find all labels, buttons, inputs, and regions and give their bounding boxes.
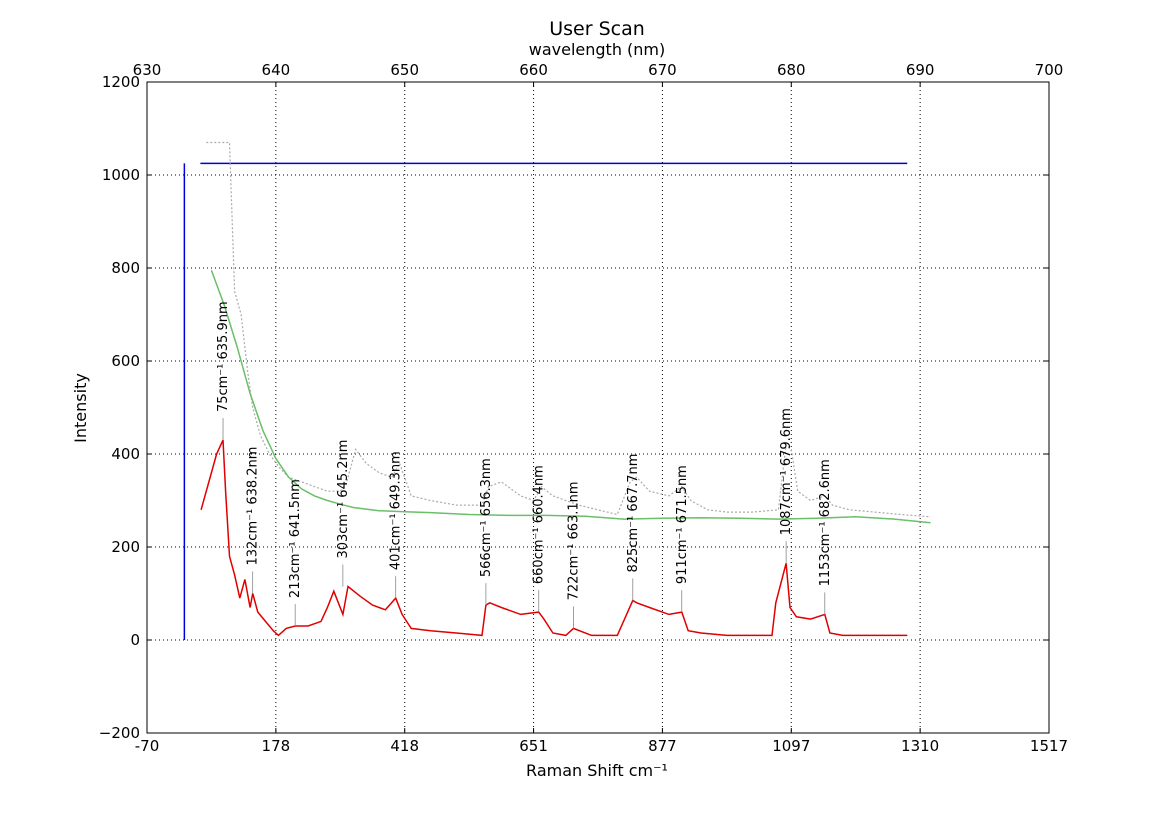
peak-label: 1153cm⁻¹ 682.6nm <box>818 459 833 586</box>
x-tick-label: 651 <box>519 737 548 755</box>
y-tick-label: 0 <box>130 631 140 649</box>
top-tick-label: 640 <box>262 61 291 79</box>
y-tick-label: 1200 <box>102 73 140 91</box>
plot-frame <box>146 81 1050 734</box>
top-tick-label: 670 <box>648 61 677 79</box>
peak-label: 1087cm⁻¹ 679.6nm <box>779 408 794 535</box>
chart-title: User Scan <box>549 18 645 40</box>
peak-label: 75cm⁻¹ 635.9nm <box>216 301 231 412</box>
baseline-series-line <box>210 270 931 524</box>
grid-lines <box>147 82 1049 733</box>
peak-label: 722cm⁻¹ 663.1nm <box>567 481 582 600</box>
scan-range-bracket <box>183 162 908 640</box>
y-tick-label: −200 <box>99 724 140 742</box>
x-tick-label: 178 <box>262 737 291 755</box>
x-tick-label: 1517 <box>1030 737 1068 755</box>
peak-label: 132cm⁻¹ 638.2nm <box>246 447 261 566</box>
peak-annotations: 75cm⁻¹ 635.9nm 132cm⁻¹ 638.2nm 213cm⁻¹ 641… <box>216 301 833 629</box>
top-tick-label: 700 <box>1035 61 1064 79</box>
y-tick-label: 200 <box>111 538 140 556</box>
y-tick-label: 400 <box>111 445 140 463</box>
peak-label: 825cm⁻¹ 667.7nm <box>626 454 641 573</box>
x-tick-label: -70 <box>135 737 160 755</box>
top-tick-label: 690 <box>906 61 935 79</box>
top-axis-title: wavelength (nm) <box>529 40 666 59</box>
y-axis-title: Intensity <box>71 373 90 443</box>
peak-label: 566cm⁻¹ 656.3nm <box>479 458 494 577</box>
peak-label: 660cm⁻¹ 660.4nm <box>532 465 547 584</box>
x-tick-label: 418 <box>390 737 419 755</box>
raw-series-line <box>206 141 931 518</box>
series-group <box>200 141 931 637</box>
x-tick-label: 1310 <box>901 737 939 755</box>
x-tick-label: 1097 <box>772 737 810 755</box>
processed-series-line <box>200 439 908 637</box>
y-tick-label: 600 <box>111 352 140 370</box>
top-tick-label: 630 <box>133 61 162 79</box>
x-axis-title: Raman Shift cm⁻¹ <box>526 761 668 780</box>
top-tick-label: 660 <box>519 61 548 79</box>
peak-label: 213cm⁻¹ 641.5nm <box>288 479 303 598</box>
top-tick-label: 680 <box>777 61 806 79</box>
peak-label: 401cm⁻¹ 649.3nm <box>389 451 404 570</box>
axis-ticks: 630 -70 640 178 650 418 660 651 670 877 680 1097 690… <box>99 61 1068 755</box>
peak-label: 303cm⁻¹ 645.2nm <box>336 440 351 559</box>
y-tick-label: 1000 <box>102 166 140 184</box>
x-tick-label: 877 <box>648 737 677 755</box>
y-tick-label: 800 <box>111 259 140 277</box>
peak-label: 911cm⁻¹ 671.5nm <box>675 465 690 584</box>
top-tick-label: 650 <box>390 61 419 79</box>
